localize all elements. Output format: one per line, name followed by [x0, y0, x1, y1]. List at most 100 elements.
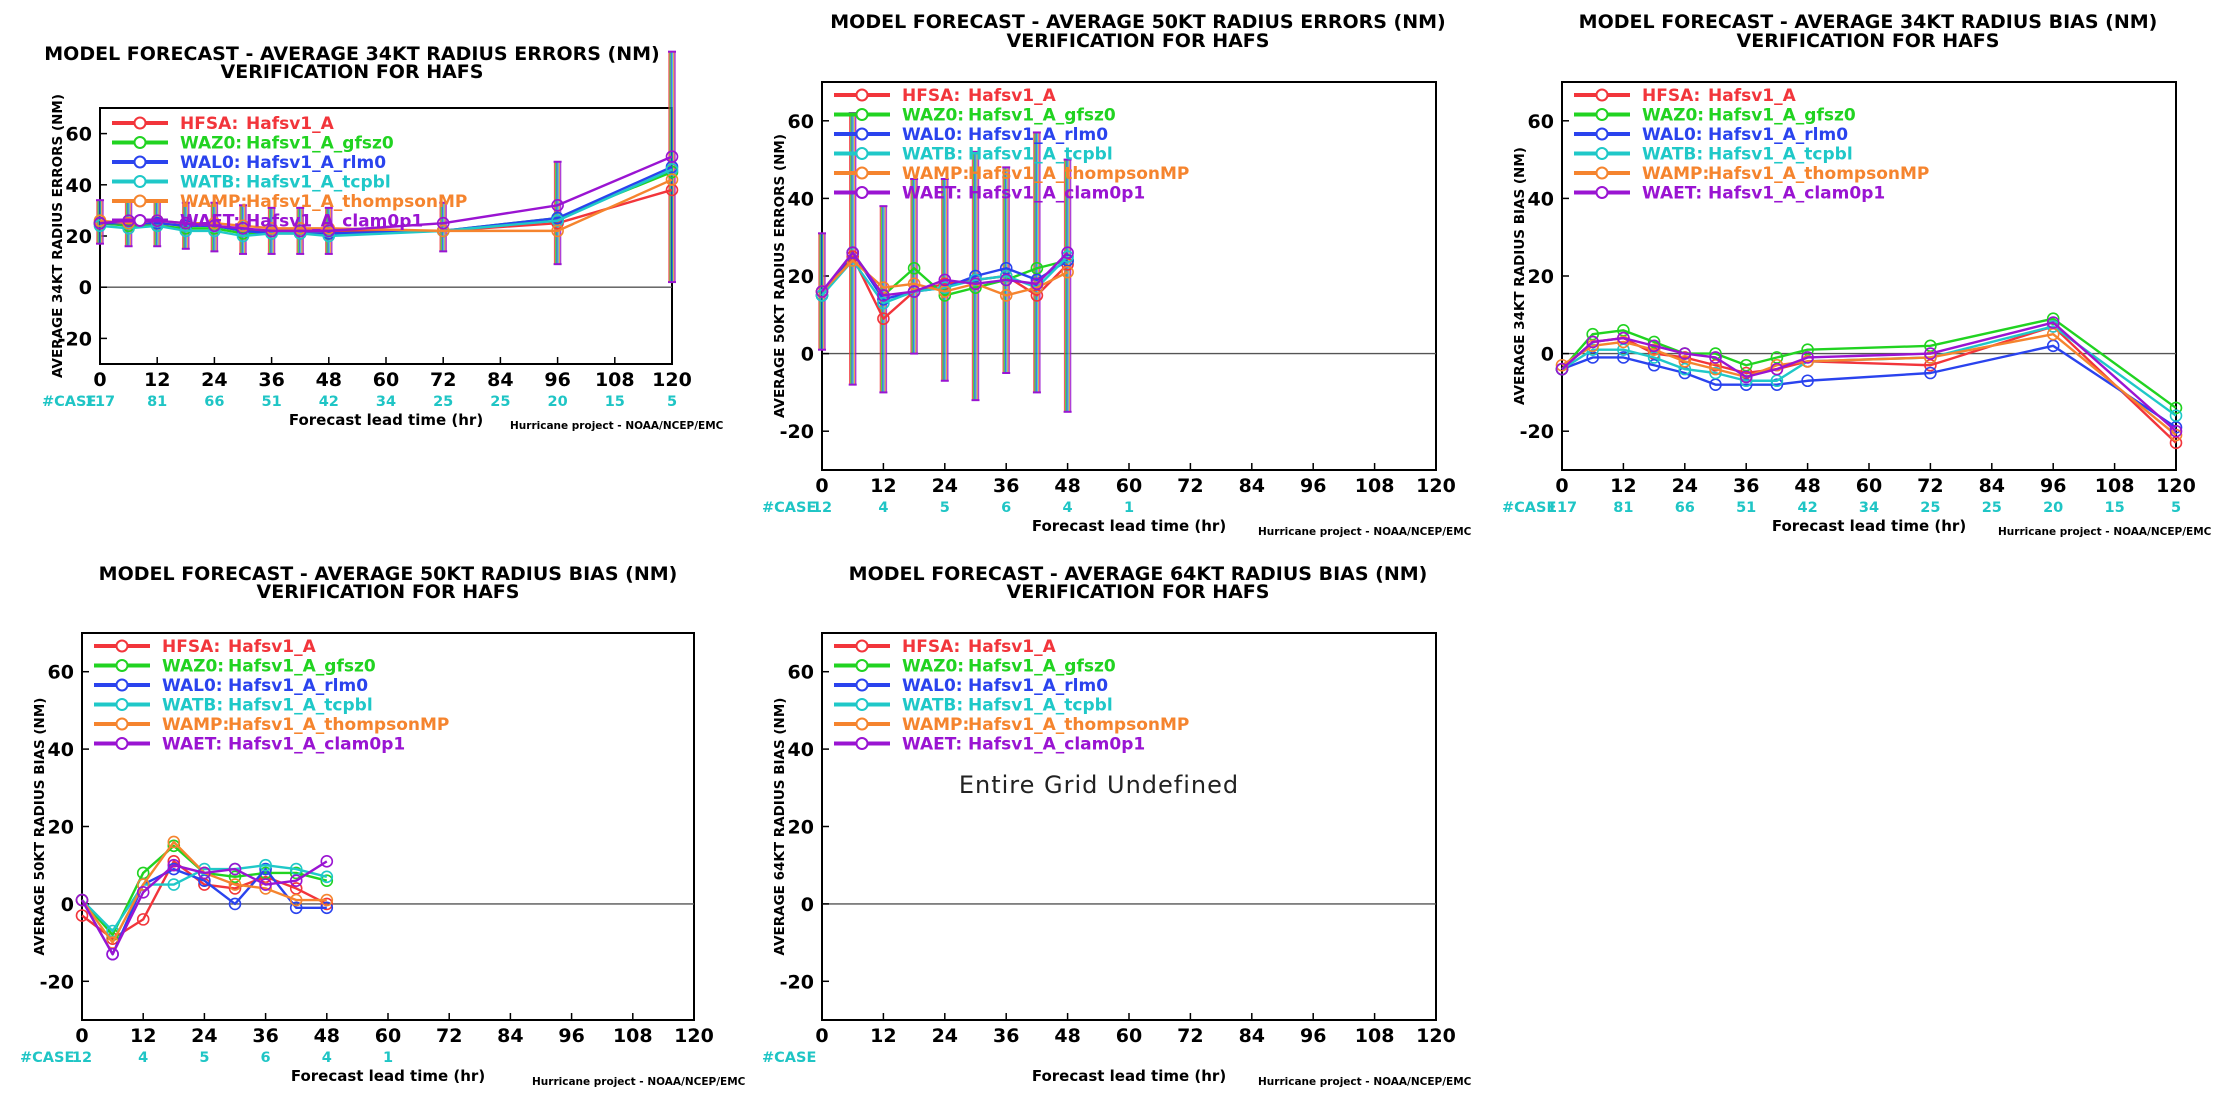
- data-point-watb: [167, 878, 181, 891]
- case-count: 66: [204, 394, 224, 410]
- chart-subtitle: VERIFICATION FOR HAFS: [257, 581, 520, 603]
- legend-item-watb: WATB: Hafsv1_A_tcpbl: [112, 173, 391, 193]
- credit-text: Hurricane project - NOAA/NCEP/EMC: [1258, 526, 1472, 538]
- legend-code: WAET:: [902, 184, 962, 204]
- data-point-waet: [265, 224, 278, 238]
- legend-item-watb: WATB: Hafsv1_A_tcpbl: [834, 696, 1113, 716]
- x-tick-label: 24: [1672, 475, 1698, 497]
- data-point-wamp: [907, 277, 921, 291]
- legend-item-waz0: WAZ0: Hafsv1_A_gfsz0: [112, 134, 394, 154]
- data-point-wamp: [436, 224, 450, 238]
- legend-marker: [115, 698, 129, 711]
- case-count: 6: [1001, 500, 1011, 516]
- legend-marker: [855, 166, 869, 180]
- data-point-waet: [322, 224, 336, 238]
- x-tick-label: 108: [613, 1025, 653, 1047]
- case-count: 42: [1798, 500, 1818, 516]
- data-point-waet: [106, 947, 119, 961]
- data-point-watb: [179, 224, 193, 238]
- x-tick-label: 36: [1733, 475, 1759, 497]
- data-point-waet: [907, 285, 921, 298]
- legend-item-watb: WATB: Hafsv1_A_tcpbl: [94, 696, 373, 716]
- x-tick-label: 96: [544, 369, 570, 391]
- legend-code: WAL0:: [902, 125, 963, 145]
- chart-panel-p4: MODEL FORECAST - AVERAGE 50KT RADIUS BIA…: [20, 563, 746, 1088]
- data-point-watb: [2169, 409, 2183, 422]
- x-tick-label: 48: [1054, 475, 1080, 497]
- x-tick-label: 48: [316, 369, 342, 391]
- data-point-waet: [969, 277, 982, 291]
- legend-name: Hafsv1_A_gfsz0: [1708, 106, 1856, 126]
- case-count: 34: [376, 394, 396, 410]
- data-point-wamp: [320, 893, 334, 907]
- data-point-waet: [167, 858, 181, 872]
- legend-marker: [1595, 88, 1609, 102]
- y-tick-label: -20: [1520, 421, 1554, 443]
- legend-marker: [133, 214, 147, 227]
- data-point-waet: [999, 273, 1013, 287]
- legend-item-hfsa: HFSA: Hafsv1_A: [1574, 86, 1797, 106]
- y-tick-label: 20: [48, 817, 74, 839]
- data-point-watb: [938, 281, 952, 294]
- legend-name: Hafsv1_A_tcpbl: [246, 173, 391, 193]
- data-point-waet: [259, 878, 272, 891]
- data-point-waet: [877, 289, 890, 302]
- y-tick-label: 60: [48, 662, 74, 684]
- data-point-wal0: [1647, 358, 1661, 372]
- legend-name: Hafsv1_A_gfsz0: [246, 134, 394, 154]
- legend-code: WATB:: [162, 696, 223, 716]
- legend-item-waet: WAET: Hafsv1_A_clam0p1: [94, 735, 405, 755]
- data-point-waet: [228, 862, 242, 876]
- data-point-waet: [93, 216, 107, 230]
- x-tick-label: 0: [815, 1025, 828, 1047]
- data-point-wal0: [1924, 366, 1937, 380]
- legend-marker: [133, 175, 147, 188]
- data-point-watb: [877, 296, 890, 310]
- data-point-wamp: [1801, 355, 1814, 368]
- legend-item-wamp: WAMP:Hafsv1_A_thompsonMP: [1574, 164, 1929, 184]
- legend-code: HFSA:: [162, 637, 220, 657]
- data-point-waet: [1709, 351, 1722, 364]
- legend-name: Hafsv1_A: [246, 114, 335, 134]
- legend-name: Hafsv1_A_gfsz0: [968, 106, 1116, 126]
- x-tick-label: 108: [2095, 475, 2135, 497]
- credit-text: Hurricane project - NOAA/NCEP/EMC: [532, 1076, 746, 1088]
- legend-marker: [115, 659, 129, 672]
- data-point-waet: [1617, 331, 1630, 345]
- legend-item-wamp: WAMP:Hafsv1_A_thompsonMP: [94, 715, 449, 735]
- x-tick-label: 96: [558, 1025, 584, 1047]
- x-tick-label: 36: [993, 1025, 1019, 1047]
- case-count: 6: [261, 1050, 271, 1066]
- x-tick-label: 60: [1116, 1025, 1142, 1047]
- data-point-waet: [208, 219, 221, 233]
- x-tick-label: 84: [1239, 1025, 1265, 1047]
- legend-marker: [115, 639, 129, 653]
- y-tick-label: 20: [66, 226, 92, 248]
- series-line-wamp: [821, 259, 1069, 297]
- x-tick-label: 36: [258, 369, 284, 391]
- y-tick-label: -20: [58, 328, 92, 350]
- x-tick-label: 12: [1610, 475, 1636, 497]
- series-line-wamp: [81, 840, 327, 944]
- data-point-waz0: [938, 289, 952, 302]
- x-tick-label: 120: [652, 369, 692, 391]
- legend-code: WAET:: [162, 735, 222, 755]
- data-point-waz0: [2169, 401, 2183, 415]
- case-count: 117: [85, 394, 115, 410]
- legend-name: Hafsv1_A_clam0p1: [1708, 184, 1885, 204]
- y-tick-label: 0: [61, 894, 74, 916]
- x-tick-label: 108: [595, 369, 635, 391]
- legend-name: Hafsv1_A_rlm0: [968, 125, 1108, 145]
- data-point-wamp: [665, 173, 679, 186]
- legend-item-hfsa: HFSA: Hafsv1_A: [834, 86, 1057, 106]
- data-point-waet: [1586, 335, 1599, 349]
- legend-marker: [1595, 166, 1609, 180]
- data-point-waet: [179, 216, 193, 230]
- credit-text: Hurricane project - NOAA/NCEP/EMC: [1998, 526, 2212, 538]
- legend-marker: [855, 678, 869, 692]
- y-tick-label: 40: [48, 739, 74, 761]
- legend-name: Hafsv1_A_rlm0: [968, 676, 1108, 696]
- data-point-waz0: [1647, 335, 1661, 349]
- y-axis-label: AVERAGE 64KT RADIUS BIAS (NM): [772, 698, 788, 956]
- legend-name: Hafsv1_A_gfsz0: [968, 657, 1116, 677]
